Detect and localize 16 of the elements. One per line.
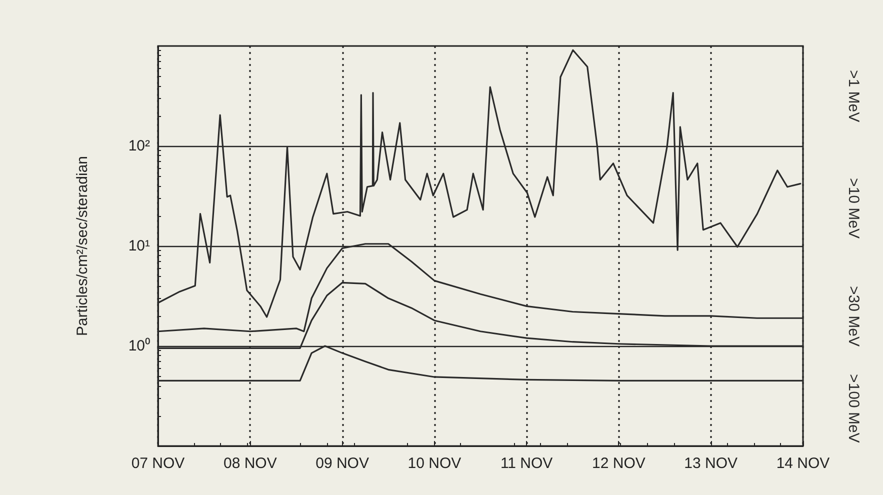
y-axis-title: Particles/cm²/sec/steradian [74,156,91,336]
text: >1 MeV [845,70,862,122]
y-tick-label: 10² [128,138,150,154]
text: >10 MeV [845,178,862,238]
x-tick-label: 07 NOV [131,455,185,472]
x-tick-label: 13 NOV [684,455,738,472]
x-tick-label: 11 NOV [500,455,553,472]
x-tick-label: 12 NOV [592,455,646,472]
x-tick-label: 14 NOV [776,455,830,472]
y-tick-label: 10⁰ [128,338,150,354]
text: >100 MeV [845,374,862,443]
x-tick-label: 08 NOV [223,455,277,472]
x-tick-label: 09 NOV [316,455,369,472]
y-tick-label: 10¹ [128,238,150,254]
x-tick-label: 10 NOV [408,455,462,472]
text: >30 MeV [845,286,862,346]
